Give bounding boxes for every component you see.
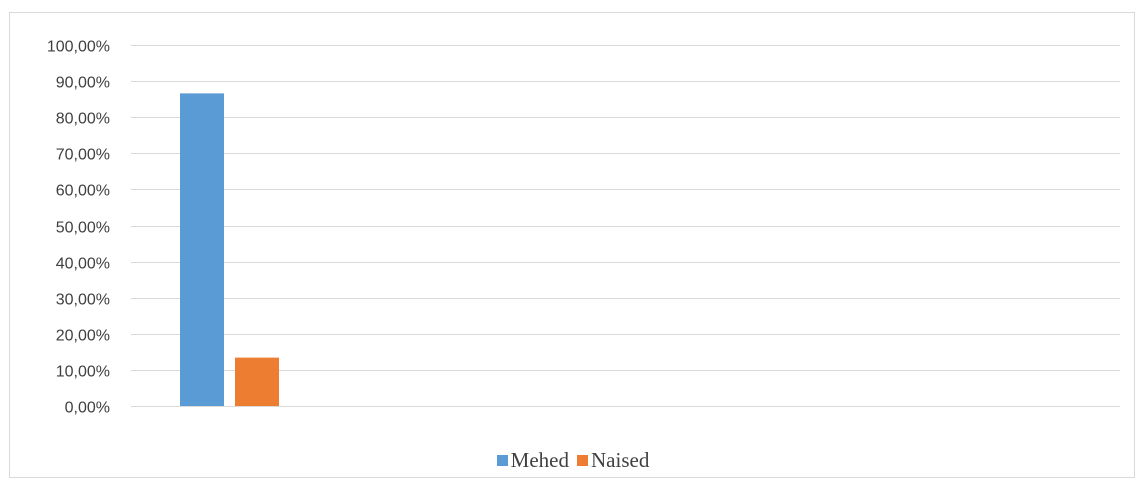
y-tick-label-5: 50,00% [56, 220, 110, 237]
y-tick-label-6: 60,00% [56, 183, 110, 200]
y-tick-label-8: 80,00% [56, 111, 110, 128]
y-tick-label-7: 70,00% [56, 147, 110, 164]
legend-swatch-naised [577, 455, 588, 466]
bar-naised [235, 357, 279, 406]
legend: Mehed Naised [0, 448, 1146, 473]
y-tick-label-3: 30,00% [56, 292, 110, 309]
legend-entry-mehed: Mehed [496, 448, 569, 473]
y-tick-label-4: 40,00% [56, 256, 110, 273]
y-tick-label-2: 20,00% [56, 328, 110, 345]
legend-entry-naised: Naised [577, 448, 649, 473]
legend-label-naised: Naised [591, 448, 650, 472]
legend-label-mehed: Mehed [510, 448, 569, 472]
y-axis-tick-labels: 0,00% 10,00% 20,00% 30,00% 40,00% 50,00% 60,00… [47, 39, 110, 417]
y-tick-label-0: 0,00% [65, 400, 110, 417]
y-tick-label-1: 10,00% [56, 364, 110, 381]
y-tick-label-10: 100,00% [47, 39, 110, 56]
bars [180, 93, 279, 407]
y-tick-label-9: 90,00% [56, 75, 110, 92]
bar-mehed [180, 93, 224, 407]
legend-swatch-mehed [496, 455, 508, 466]
gridlines [131, 45, 1120, 407]
